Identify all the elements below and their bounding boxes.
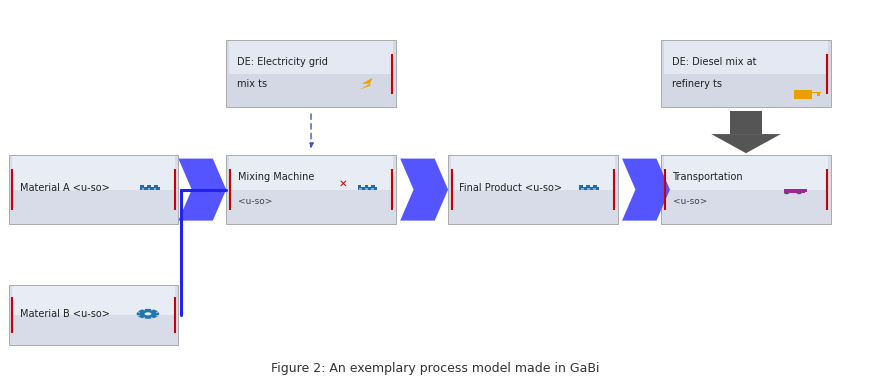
Text: mix ts: mix ts xyxy=(236,79,267,89)
Bar xyxy=(365,188,368,190)
Polygon shape xyxy=(400,159,448,221)
Bar xyxy=(359,188,362,190)
Bar xyxy=(783,188,804,193)
FancyBboxPatch shape xyxy=(9,155,178,224)
Text: ✕: ✕ xyxy=(338,179,347,189)
Text: refinery ts: refinery ts xyxy=(671,79,720,89)
Bar xyxy=(229,41,393,74)
Bar xyxy=(799,189,806,192)
Bar xyxy=(154,185,157,187)
Polygon shape xyxy=(359,78,372,90)
Bar xyxy=(364,185,368,187)
Bar xyxy=(593,185,596,187)
FancyBboxPatch shape xyxy=(660,155,830,224)
Bar xyxy=(793,90,811,99)
FancyBboxPatch shape xyxy=(226,40,395,107)
Bar xyxy=(12,286,176,315)
Bar xyxy=(586,185,589,187)
Text: Mixing Machine: Mixing Machine xyxy=(237,172,314,182)
Text: <u-so>: <u-so> xyxy=(672,197,706,206)
Bar xyxy=(816,93,819,96)
Polygon shape xyxy=(136,309,159,319)
Text: Final Product <u-so>: Final Product <u-so> xyxy=(459,183,561,193)
Bar xyxy=(142,188,144,190)
FancyBboxPatch shape xyxy=(448,155,617,224)
Polygon shape xyxy=(730,111,761,134)
Circle shape xyxy=(783,192,788,194)
Bar xyxy=(357,187,376,190)
Bar xyxy=(140,187,159,190)
Polygon shape xyxy=(621,159,669,221)
Polygon shape xyxy=(178,159,226,221)
Bar xyxy=(579,187,598,190)
Text: Material A <u-so>: Material A <u-so> xyxy=(20,183,109,193)
Bar xyxy=(140,185,143,187)
Bar xyxy=(357,185,361,187)
Text: Figure 2: An exemplary process model made in GaBi: Figure 2: An exemplary process model mad… xyxy=(270,362,599,375)
Text: Material B <u-so>: Material B <u-so> xyxy=(20,309,109,319)
Text: DE: Diesel mix at: DE: Diesel mix at xyxy=(671,57,755,67)
Bar xyxy=(12,156,176,190)
Bar xyxy=(593,188,595,190)
Circle shape xyxy=(144,313,151,315)
Bar xyxy=(371,188,374,190)
Text: DE: Electricity grid: DE: Electricity grid xyxy=(236,57,327,67)
FancyBboxPatch shape xyxy=(226,155,395,224)
Circle shape xyxy=(796,192,800,194)
Text: <u-so>: <u-so> xyxy=(237,197,272,206)
Bar xyxy=(371,185,375,187)
Bar xyxy=(450,156,614,190)
Bar xyxy=(148,188,150,190)
FancyBboxPatch shape xyxy=(660,40,830,107)
Bar xyxy=(587,188,589,190)
Bar xyxy=(811,92,820,93)
Bar xyxy=(664,156,827,190)
Bar xyxy=(579,185,582,187)
FancyBboxPatch shape xyxy=(9,285,178,345)
Bar xyxy=(154,188,156,190)
Bar xyxy=(580,188,583,190)
Bar xyxy=(147,185,150,187)
Text: Transportation: Transportation xyxy=(672,172,742,182)
Polygon shape xyxy=(711,134,780,153)
Bar xyxy=(664,41,827,74)
Bar xyxy=(229,156,393,190)
